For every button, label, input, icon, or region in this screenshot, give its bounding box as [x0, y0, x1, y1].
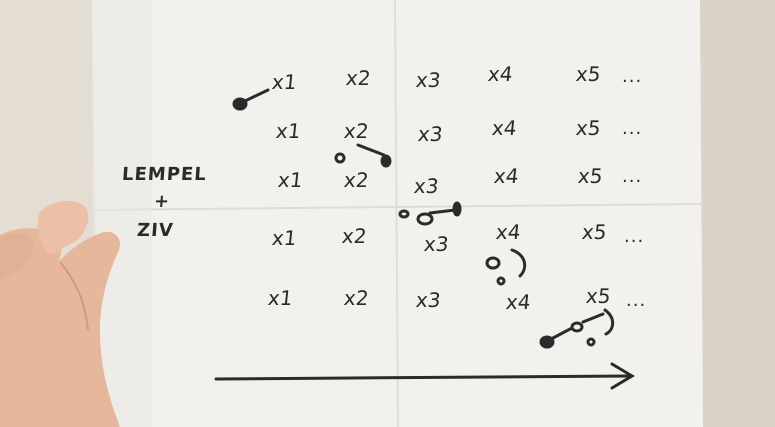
- row-1-ellipsis: ...: [622, 66, 643, 87]
- row-4-cell-3: x3: [422, 232, 450, 256]
- row-3-ellipsis: ...: [622, 166, 643, 187]
- row-3-cell-4: x4: [492, 164, 520, 188]
- row-4-ellipsis: ...: [624, 226, 645, 247]
- row-2-cell-3: x3: [416, 122, 444, 146]
- row-4-cell-2: x2: [340, 224, 368, 248]
- row-2-ellipsis: ...: [622, 118, 643, 139]
- row-3-cell-1: x1: [276, 168, 304, 192]
- row-3-cell-5: x5: [576, 164, 604, 188]
- row-1-cell-4: x4: [486, 62, 514, 86]
- row-2-cell-2: x2: [342, 119, 370, 143]
- row-5-cell-1: x1: [266, 286, 294, 310]
- pointer-marks: [232, 88, 615, 349]
- row-1-cell-2: x2: [344, 66, 372, 90]
- row-4-cell-5: x5: [580, 220, 608, 244]
- paper-fold-vertical: [394, 0, 399, 427]
- row-1-cell-5: x5: [574, 62, 602, 86]
- row-5-cell-3: x3: [414, 288, 442, 312]
- paper-fold-horizontal: [93, 203, 703, 211]
- row-2-cell-4: x4: [490, 116, 518, 140]
- row-1-cell-1: x1: [270, 70, 298, 94]
- bottom-arrow: [214, 362, 635, 390]
- row-5-cell-5: x5: [584, 284, 612, 308]
- row-4-cell-4: x4: [494, 220, 522, 244]
- row-2-cell-1: x1: [274, 119, 302, 143]
- row-5-cell-2: x2: [342, 286, 370, 310]
- hand: [0, 200, 121, 427]
- row-3-cell-2: x2: [342, 168, 370, 192]
- paper-left-shadow: [92, 0, 152, 427]
- row-4-cell-1: x1: [270, 226, 298, 250]
- side-label-line1: LEMPEL: [121, 164, 208, 185]
- row-1-cell-3: x3: [414, 68, 442, 92]
- row-5-ellipsis: ...: [626, 290, 647, 311]
- wall-right-shade: [690, 0, 775, 427]
- side-label-plus: +: [153, 191, 171, 212]
- row-5-cell-4: x4: [504, 290, 532, 314]
- row-2-cell-5: x5: [574, 116, 602, 140]
- row-3-cell-3: x3: [412, 174, 440, 198]
- side-label-line2: ZIV: [136, 220, 175, 241]
